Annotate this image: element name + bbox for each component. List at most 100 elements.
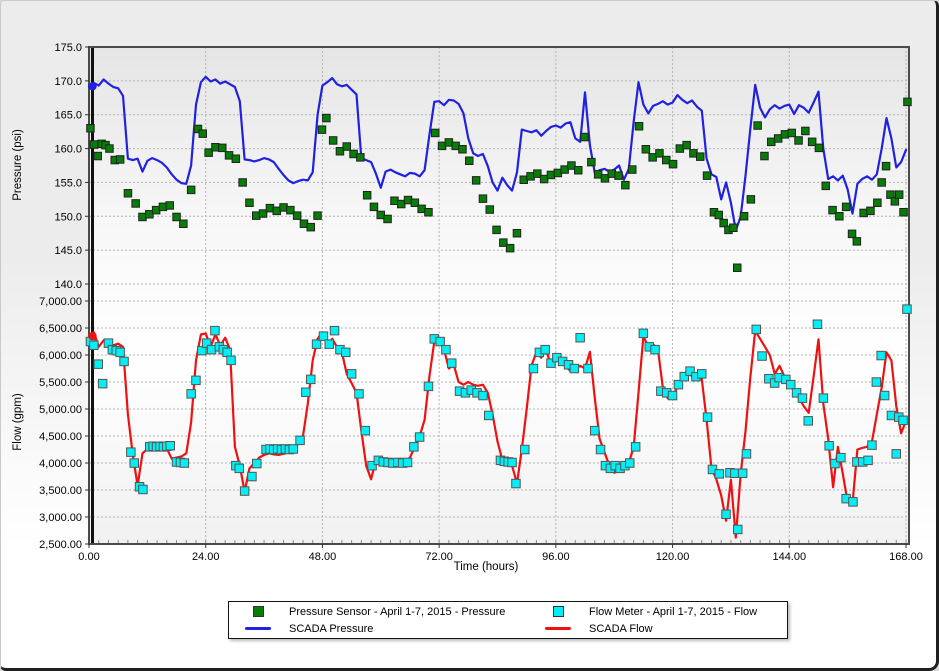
pressure-sensor-point [198,129,207,138]
pressure-sensor-point [313,211,322,220]
flow-meter-point [324,339,334,349]
flow-meter-point [306,374,316,385]
pressure-tick-label: 140.0 [54,279,82,291]
scada-flow-line [87,329,908,539]
pressure-sensor-point [231,154,241,163]
pressure-tick-label: 155.0 [54,177,82,189]
pressure-sensor-point [628,165,637,174]
flow-tick-label: 3,500.00 [39,485,82,497]
flow-meter-point [191,375,201,386]
pressure-sensor-point [186,185,196,195]
flow-meter-point [791,388,802,398]
pressure-sensor-point [499,238,508,247]
scada-flow-line-icon [545,627,571,630]
flow-meter-point [119,356,129,367]
pressure-sensor-point [574,166,583,175]
flow-meter-point [354,389,364,399]
flow-meter-point [797,393,808,403]
time-tick-label: 96.00 [542,551,570,563]
pressure-sensor-point [899,208,908,217]
pressure-sensor-point [702,171,712,180]
pressure-sensor-point [431,128,440,138]
time-tick-label: 0.00 [78,551,99,563]
pressure-sensor-point [105,144,114,153]
flow-meter-point [679,371,689,382]
pressure-sensor-point [719,218,728,228]
pressure-sensor-point [86,124,95,133]
chart-plot-area[interactable]: 175.0 170.0 165.0 160.0 155.0 150.0 145.0 140.0… [1,1,939,597]
pressure-axis-title: Pressure (psi) [12,129,24,201]
pressure-sensor-point [852,237,862,246]
scada-pressure-line [87,75,908,232]
time-tick-label: 144.00 [772,551,806,563]
pressure-sensor-point [807,137,817,147]
pressure-sensor-point [258,209,268,218]
flow-tick-label: 6,500.00 [39,323,82,335]
flow-meter-point [667,390,678,401]
pressure-sensor-point [767,137,776,147]
flow-meter-point [836,452,846,463]
flow-meter-point [898,415,908,426]
pressure-sensor-point [383,214,392,224]
pressure-sensor-point [733,263,742,272]
pressure-sensor-point [138,212,147,222]
pressure-sensor-point [886,190,895,199]
flow-meter-point [714,469,724,479]
pressure-sensor-point [903,97,912,107]
flow-meter-point [786,379,796,390]
pressure-sensor-point [193,124,203,134]
flow-meter-point [295,435,305,446]
flow-meter-point [226,355,236,366]
flow-meter-point [520,444,530,455]
line-start-marker [88,82,97,91]
pressure-sensor-point [505,243,515,253]
flow-meter-point [625,458,635,468]
pressure-sensor-point [286,205,295,215]
pressure-sensor-point [317,125,327,134]
time-tick-label: 120.00 [656,551,690,563]
pressure-sensor-point [600,174,610,183]
pressure-sensor-point [245,198,254,207]
pressure-sensor-point [492,225,501,235]
flow-meter-point [848,497,858,507]
time-tick-label: 48.00 [309,551,337,563]
pressure-sensor-point [787,128,796,138]
pressure-sensor-point [890,197,900,206]
flow-meter-point [824,441,834,451]
flow-meter-point [210,325,220,336]
flow-meter-point [818,393,829,403]
flow-meter-point [507,457,517,468]
flow-meter-point [737,468,748,478]
pressure-sensor-point [172,212,181,222]
flow-meter-point [569,363,580,374]
flow-meter-point [730,468,740,478]
pressure-sensor-point [760,151,769,161]
flow-tick-label: 5,000.00 [39,404,82,416]
flow-meter-point [239,486,250,496]
flow-meter-point [721,509,731,519]
flow-meter-point [423,381,434,392]
time-axis-title: Time (hours) [453,561,519,573]
flow-meter-point [511,478,521,489]
flow-meter-point [165,441,175,451]
flow-meter-point [540,344,550,355]
flow-meter-point [301,387,311,397]
flow-meter-point [781,374,791,385]
flow-meter-point [546,358,556,368]
flow-meter-point [93,359,103,369]
flow-tick-label: 4,500.00 [39,431,82,443]
flow-meter-point [179,458,190,468]
plot-background [89,47,909,544]
pressure-sensor-point [410,198,420,207]
pressure-sensor-point [546,170,556,180]
flow-meter-point [803,416,813,426]
legend-label-flow-meter: Flow Meter - April 1-7, 2015 - Flow [589,605,758,618]
pressure-sensor-point [614,171,623,180]
pressure-sensor-point [335,147,345,156]
pressure-sensor-point [356,153,365,162]
pressure-sensor-point [847,229,857,239]
pressure-sensor-point [306,222,315,232]
pressure-sensor-point [841,202,851,212]
flow-meter-point [197,345,207,356]
